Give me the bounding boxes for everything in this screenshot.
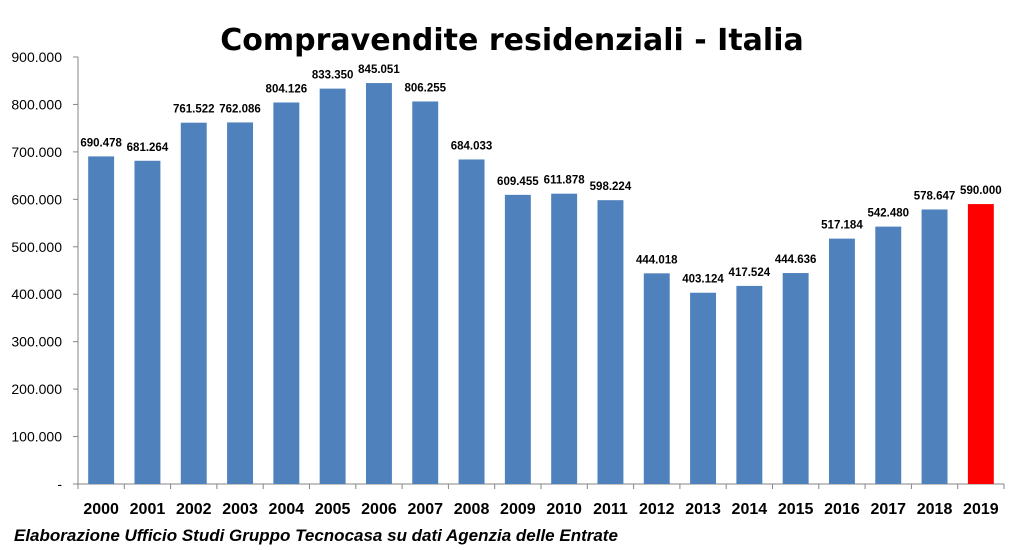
- y-tick-label: 700.000: [11, 144, 62, 160]
- bar-2004: [273, 102, 300, 485]
- x-tick-label: 2002: [176, 501, 212, 518]
- bar-2013: [690, 292, 717, 484]
- bar-2003: [227, 122, 254, 485]
- data-label-2002: 761.522: [173, 104, 215, 116]
- data-label-2005: 833.350: [312, 70, 354, 82]
- data-label-2009: 609.455: [497, 176, 539, 188]
- data-label-2003: 762.086: [219, 103, 261, 115]
- x-tick-label: 2009: [500, 501, 536, 518]
- data-label-2008: 684.033: [451, 140, 493, 152]
- source-note: Elaborazione Ufficio Studi Gruppo Tecnoc…: [14, 526, 618, 545]
- x-tick-label: 2004: [269, 501, 305, 518]
- data-label-2011: 598.224: [590, 181, 632, 193]
- data-label-2016: 517.184: [821, 220, 863, 232]
- x-axis-ticks: 2000 2001 2002 2003 2004 2005 2006 2007 2008 2009…: [77, 484, 1005, 518]
- x-tick-label: 2014: [732, 501, 768, 518]
- bar-2009: [504, 194, 531, 484]
- data-label-2012: 444.018: [636, 254, 678, 266]
- chart-bars: [88, 83, 994, 485]
- y-tick-label: 200.000: [11, 381, 62, 397]
- bar-2016: [828, 238, 855, 484]
- x-tick-label: 2018: [917, 501, 953, 518]
- x-tick-label: 2010: [546, 501, 582, 518]
- bar-2010: [551, 193, 578, 484]
- y-tick-label: 300.000: [11, 334, 62, 350]
- bar-2000: [88, 156, 115, 484]
- data-label-2006: 845.051: [358, 64, 400, 76]
- x-tick-label: 2001: [130, 501, 166, 518]
- x-tick-label: 2013: [685, 501, 721, 518]
- x-tick-label: 2007: [407, 501, 443, 518]
- y-tick-label: 500.000: [11, 239, 62, 255]
- bar-2012: [643, 273, 670, 484]
- x-tick-label: 2000: [83, 501, 119, 518]
- y-tick-label: 400.000: [11, 286, 62, 302]
- data-label-2015: 444.636: [775, 254, 817, 266]
- bar-2001: [134, 160, 161, 484]
- x-tick-label: 2019: [963, 501, 999, 518]
- bar-2019: [967, 204, 994, 485]
- chart-title: Compravendite residenziali - Italia: [220, 23, 803, 58]
- bar-2002: [180, 122, 207, 484]
- data-label-2013: 403.124: [682, 274, 724, 286]
- data-label-2014: 417.524: [729, 267, 771, 279]
- bar-2014: [736, 285, 763, 484]
- data-label-2001: 681.264: [127, 142, 169, 154]
- bar-2007: [412, 101, 439, 484]
- x-tick-label: 2008: [454, 501, 490, 518]
- x-tick-label: 2015: [778, 501, 814, 518]
- bar-2006: [365, 83, 392, 484]
- x-tick-label: 2011: [593, 501, 628, 518]
- bar-2018: [921, 209, 948, 484]
- chart-axes: [77, 57, 1004, 485]
- bar-2008: [458, 159, 485, 484]
- bar-2005: [319, 88, 346, 485]
- x-tick-label: 2012: [639, 501, 675, 518]
- x-tick-label: 2016: [824, 501, 860, 518]
- bar-2011: [597, 200, 624, 484]
- y-tick-label: 600.000: [11, 191, 62, 207]
- x-tick-label: 2017: [870, 501, 906, 518]
- y-tick-label: 900.000: [11, 49, 62, 65]
- y-tick-label: 800.000: [11, 96, 62, 112]
- data-label-2018: 578.647: [914, 190, 956, 202]
- data-label-2010: 611.878: [544, 175, 586, 187]
- y-axis-ticks: - 100.000 200.000 300.000 400.000 500.000 600.…: [11, 49, 78, 492]
- data-label-2000: 690.478: [80, 137, 122, 149]
- data-label-2004: 804.126: [266, 83, 308, 95]
- x-tick-label: 2005: [315, 501, 351, 518]
- y-tick-label: -: [57, 476, 62, 492]
- bar-2015: [782, 273, 809, 484]
- data-label-2007: 806.255: [404, 82, 446, 94]
- chart-data-labels: 690.478 681.264 761.522 762.086 804.126 833.3…: [80, 64, 1001, 286]
- y-tick-label: 100.000: [11, 429, 62, 445]
- x-tick-label: 2006: [361, 501, 397, 518]
- data-label-2017: 542.480: [867, 208, 909, 220]
- x-tick-label: 2003: [222, 501, 258, 518]
- bar-2017: [875, 226, 902, 484]
- data-label-2019: 590.000: [960, 185, 1002, 197]
